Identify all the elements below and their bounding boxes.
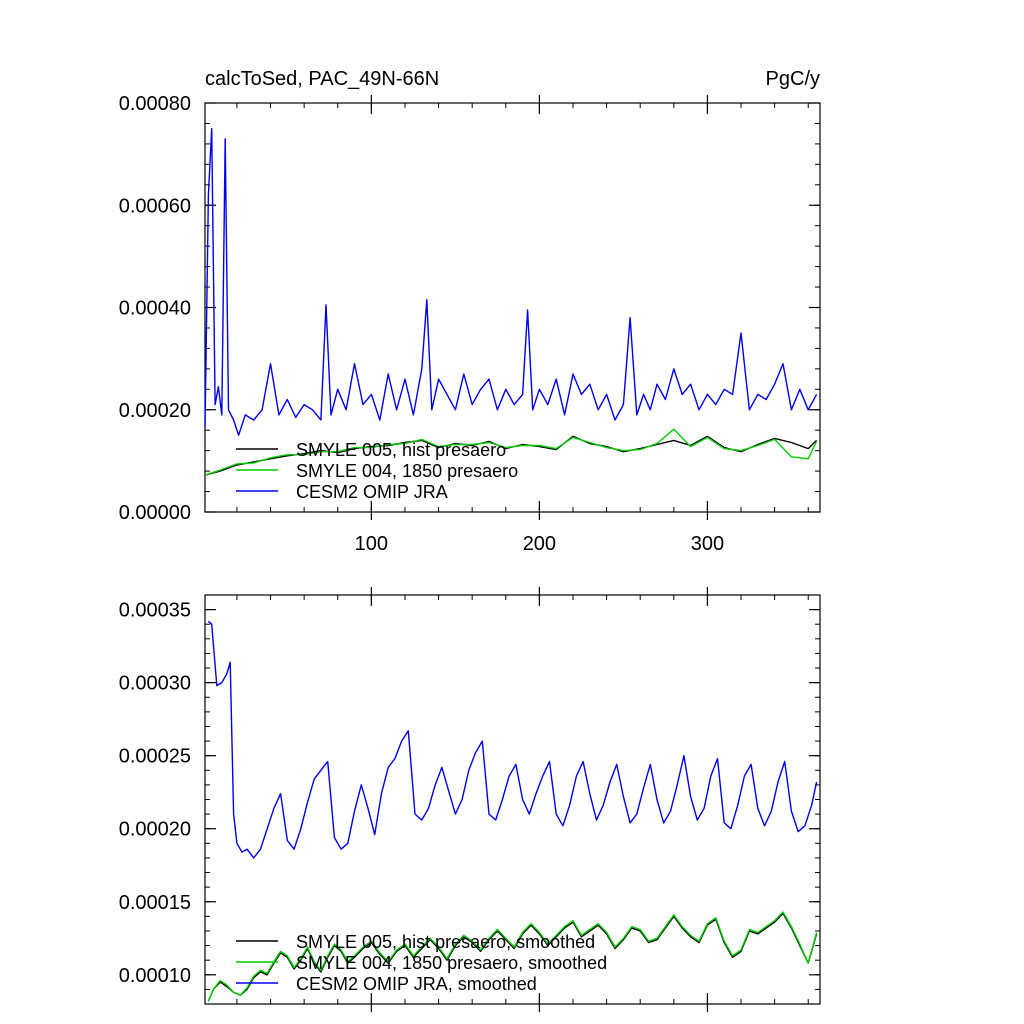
y-tick-label: 0.00000 bbox=[119, 502, 191, 524]
bottom-chart-ticks: 0.00010 0.00015 0.00020 0.00025 0.00030 0.000… bbox=[119, 587, 820, 1012]
figure-title-right: PgC/y bbox=[766, 68, 820, 90]
bottom-chart-legend: SMYLE 005, hist presaero, smoothedSMYLE … bbox=[236, 932, 607, 994]
bottom-legend-label-2: SMYLE 004, 1850 presaero, smoothed bbox=[296, 953, 607, 973]
bottom-series-line-3 bbox=[207, 620, 818, 859]
x-tick-label: 300 bbox=[691, 533, 724, 555]
figure-title-left: calcToSed, PAC_49N-66N bbox=[205, 68, 439, 90]
top-series-line-3 bbox=[204, 127, 818, 436]
x-tick-label: 100 bbox=[355, 533, 388, 555]
y-tick-label: 0.00020 bbox=[119, 819, 191, 841]
bottom-legend-label-1: SMYLE 005, hist presaero, smoothed bbox=[296, 932, 595, 952]
x-tick-label: 200 bbox=[523, 533, 556, 555]
y-tick-label: 0.00010 bbox=[119, 965, 191, 987]
top-series-line-2 bbox=[204, 428, 818, 476]
top-legend-label-2: SMYLE 004, 1850 presaero bbox=[296, 461, 518, 481]
top-chart-panel: 0.00000 0.00020 0.00040 0.00060 0.00080 100 20… bbox=[119, 93, 821, 555]
bottom-series-line-2 bbox=[207, 911, 818, 1002]
bottom-series-line-1 bbox=[207, 912, 818, 1002]
y-tick-label: 0.00060 bbox=[119, 195, 191, 217]
y-tick-label: 0.00015 bbox=[119, 892, 191, 914]
y-tick-label: 0.00030 bbox=[119, 673, 191, 695]
bottom-legend-label-3: CESM2 OMIP JRA, smoothed bbox=[296, 974, 537, 994]
bottom-chart-series bbox=[207, 620, 818, 1002]
top-chart-ticks: 0.00000 0.00020 0.00040 0.00060 0.00080 100 20… bbox=[119, 93, 820, 555]
bottom-chart-panel: 0.00010 0.00015 0.00020 0.00025 0.00030 0.000… bbox=[119, 587, 821, 1012]
top-legend-label-1: SMYLE 005, hist presaero bbox=[296, 440, 506, 460]
y-tick-label: 0.00035 bbox=[119, 600, 191, 622]
y-tick-label: 0.00080 bbox=[119, 93, 191, 115]
y-tick-label: 0.00025 bbox=[119, 746, 191, 768]
y-tick-label: 0.00040 bbox=[119, 298, 191, 320]
y-tick-label: 0.00020 bbox=[119, 400, 191, 422]
top-legend-label-3: CESM2 OMIP JRA bbox=[296, 482, 448, 502]
top-chart-series bbox=[204, 127, 818, 476]
